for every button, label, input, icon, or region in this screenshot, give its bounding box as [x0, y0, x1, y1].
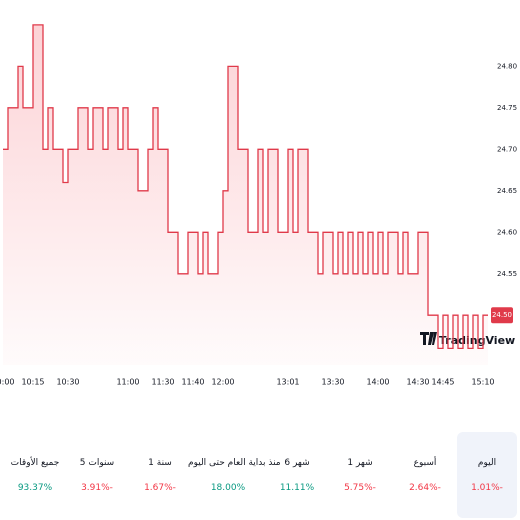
- period-label: منذ بداية العام حتى اليوم: [188, 458, 281, 468]
- x-tick-label: 14:00: [366, 378, 389, 387]
- watermark: TradingView: [439, 334, 515, 347]
- logo: [420, 332, 437, 345]
- y-tick-label: 24.70: [497, 145, 517, 153]
- period-tab[interactable]: 5 سنوات -3.91%: [67, 432, 127, 518]
- period-tab[interactable]: أسبوع -2.64%: [395, 432, 455, 518]
- x-tick-label: 10:00: [0, 378, 15, 387]
- x-tick-label: 10:15: [21, 378, 44, 387]
- period-change: -3.91%: [81, 483, 113, 493]
- period-tab[interactable]: جميع الأوقات 93.37%: [5, 432, 65, 518]
- period-change: 11.11%: [279, 483, 315, 493]
- period-tab[interactable]: اليوم -1.01%: [457, 432, 517, 518]
- x-tick-label: 12:00: [211, 378, 234, 387]
- area: [3, 24, 488, 366]
- period-label: 6 شهر: [284, 458, 310, 468]
- y-tick-label: 24.80: [497, 62, 517, 70]
- period-tab[interactable]: 6 شهر 11.11%: [267, 432, 327, 518]
- period-change: 18.00%: [210, 483, 246, 493]
- x-tick-label: 14:30: [406, 378, 429, 387]
- period-label: جميع الأوقات: [10, 458, 60, 468]
- period-label: 1 شهر: [347, 458, 373, 468]
- x-tick-label: 11:00: [116, 378, 139, 387]
- period-tab[interactable]: منذ بداية العام حتى اليوم 18.00%: [188, 432, 281, 518]
- y-tick-label: 24.55: [497, 270, 517, 278]
- x-tick-label: 13:01: [276, 378, 299, 387]
- x-tick-label: 10:30: [56, 378, 79, 387]
- x-tick-label: 14:45: [431, 378, 454, 387]
- x-tick-label: 11:40: [181, 378, 204, 387]
- period-change: 93.37%: [17, 483, 53, 493]
- y-tick-label: 24.65: [497, 187, 517, 195]
- chart: TradingView 24.55 24.60 24.65 24.70 24.75 24.…: [0, 24, 517, 387]
- period-label: 5 سنوات: [79, 458, 115, 468]
- y-tick-label: 24.75: [497, 104, 517, 112]
- x-tick-label: 15:10: [471, 378, 494, 387]
- line: [3, 24, 488, 350]
- period-tab[interactable]: 1 سنة -1.67%: [130, 432, 190, 518]
- price-tag: [491, 307, 513, 324]
- price-tag-label: 24.50: [492, 311, 512, 319]
- period-tabs: اليوم -1.01% أسبوع -2.64% 1 شهر -5.75% 6 شهر 11…: [0, 432, 520, 518]
- x-tick-label: 13:30: [321, 378, 344, 387]
- period-label: 1 سنة: [148, 458, 172, 468]
- period-change: -5.75%: [344, 483, 376, 493]
- y-tick-label: 24.60: [497, 228, 517, 236]
- period-tab[interactable]: 1 شهر -5.75%: [330, 432, 390, 518]
- period-change: -2.64%: [409, 483, 441, 493]
- period-change: -1.67%: [144, 483, 176, 493]
- period-change: -1.01%: [471, 483, 503, 493]
- period-label: أسبوع: [413, 458, 437, 468]
- period-label: اليوم: [477, 458, 497, 468]
- x-tick-label: 11:30: [151, 378, 174, 387]
